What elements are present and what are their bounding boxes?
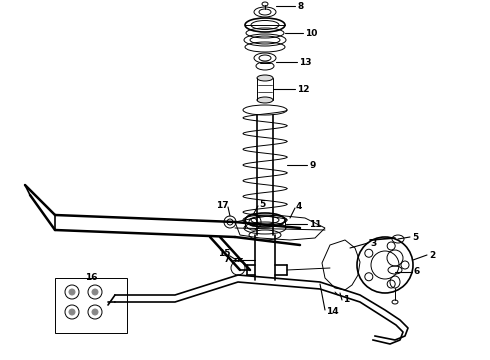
Circle shape [69, 289, 75, 295]
Text: 16: 16 [85, 274, 97, 283]
Text: 17: 17 [216, 201, 228, 210]
Text: 5: 5 [412, 233, 418, 242]
Text: 11: 11 [309, 220, 321, 229]
Text: 1: 1 [343, 296, 349, 305]
Text: 7: 7 [224, 256, 230, 265]
Text: 10: 10 [305, 28, 318, 37]
Text: 8: 8 [297, 1, 303, 10]
Text: 14: 14 [326, 307, 339, 316]
Text: 3: 3 [370, 239, 376, 248]
Ellipse shape [257, 97, 273, 103]
Circle shape [92, 309, 98, 315]
Text: 5: 5 [259, 199, 265, 208]
Text: 13: 13 [299, 58, 312, 67]
Circle shape [92, 289, 98, 295]
Text: 6: 6 [414, 267, 420, 276]
Text: 4: 4 [296, 202, 302, 211]
Bar [55, 278, 127, 333]
Text: 9: 9 [309, 161, 316, 170]
Ellipse shape [257, 75, 273, 81]
Text: 2: 2 [429, 251, 435, 260]
Text: 12: 12 [297, 85, 310, 94]
Circle shape [69, 309, 75, 315]
Text: 15: 15 [218, 249, 230, 258]
